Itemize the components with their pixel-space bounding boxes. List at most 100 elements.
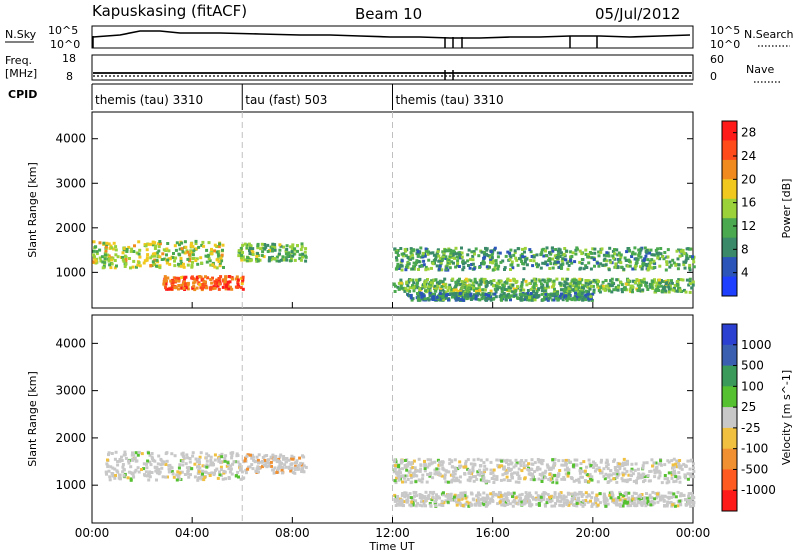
scatter-cell — [645, 264, 649, 267]
scatter-cell — [423, 297, 427, 301]
scatter-cell — [473, 463, 477, 466]
scatter-cell — [586, 279, 589, 283]
scatter-cell — [433, 472, 437, 476]
scatter-cell — [673, 469, 676, 473]
scatter-cell — [636, 257, 640, 261]
scatter-cell — [122, 473, 126, 477]
scatter-cell — [420, 292, 424, 296]
scatter-cell — [691, 494, 694, 497]
scatter-cell — [654, 284, 658, 288]
scatter-cell — [674, 495, 678, 499]
scatter-cell — [155, 471, 159, 475]
scatter-cell — [178, 243, 181, 247]
colorbar-frame — [721, 120, 738, 297]
scatter-cell — [559, 288, 563, 292]
scatter-cell — [397, 503, 401, 507]
scatter-cell — [213, 469, 217, 473]
scatter-cell — [462, 266, 466, 269]
scatter-cell — [182, 265, 186, 269]
scatter-cell — [432, 253, 436, 257]
scatter-cell — [273, 248, 277, 252]
scatter-cell — [544, 292, 548, 296]
scatter-cell — [564, 286, 568, 290]
scatter-cell — [201, 464, 205, 468]
scatter-cell — [595, 493, 599, 497]
scatter-cell — [446, 495, 450, 499]
scatter-cell — [570, 298, 574, 302]
scatter-cell — [476, 496, 480, 500]
scatter-cell — [592, 502, 596, 506]
scatter-cell — [544, 294, 548, 298]
scatter-cell — [548, 278, 552, 282]
scatter-cell — [673, 472, 677, 476]
scatter-cell — [125, 248, 129, 251]
scatter-cell — [130, 247, 134, 251]
scatter-cell — [659, 496, 662, 499]
scatter-cell — [662, 499, 666, 503]
scatter-cell — [501, 499, 505, 503]
scatter-cell — [229, 451, 233, 455]
scatter-cell — [619, 261, 623, 265]
scatter-cell — [271, 453, 275, 457]
scatter-cell — [480, 262, 483, 265]
scatter-cell — [569, 282, 573, 286]
scatter-cell — [525, 464, 529, 468]
scatter-cell — [278, 460, 282, 464]
scatter-cell — [154, 244, 158, 248]
scatter-cell — [582, 296, 586, 300]
scatter-cell — [674, 479, 678, 483]
scatter-cell — [411, 284, 414, 288]
scatter-cell — [575, 478, 578, 482]
scatter-cell — [169, 465, 173, 469]
scatter-cell — [414, 504, 418, 508]
scatter-cell — [145, 256, 149, 260]
scatter-cell — [244, 456, 248, 460]
scatter-cell — [479, 279, 483, 283]
scatter-cell — [645, 250, 649, 254]
scatter-cell — [651, 503, 655, 507]
scatter-cell — [590, 256, 594, 260]
scatter-cell — [505, 280, 509, 284]
scatter-cell — [438, 257, 442, 260]
cpid-segments: themis (tau) 3310 tau (fast) 503 themis (t… — [91, 84, 504, 110]
scatter-cell — [556, 249, 560, 253]
scatter-cell — [587, 279, 591, 283]
scatter-cell — [220, 455, 224, 459]
scatter-cell — [445, 264, 449, 268]
scatter-cell — [403, 289, 407, 293]
scatter-cell — [216, 284, 220, 288]
scatter-cell — [615, 248, 619, 252]
scatter-cell — [114, 450, 118, 454]
scatter-cell — [666, 477, 670, 481]
scatter-cell — [223, 459, 227, 463]
scatter-cell — [157, 245, 161, 249]
scatter-cell — [443, 475, 447, 479]
scatter-cell — [264, 461, 268, 465]
scatter-cell — [157, 242, 160, 246]
scatter-cell — [570, 261, 574, 265]
scatter-cell — [529, 494, 533, 498]
scatter-cell — [118, 477, 122, 481]
scatter-cell — [526, 289, 530, 292]
scatter-cell — [626, 500, 629, 504]
scatter-cell — [444, 296, 448, 300]
scatter-cell — [441, 288, 445, 292]
scatter-cell — [442, 297, 446, 301]
scatter-cell — [411, 278, 415, 282]
scatter-cell — [525, 493, 529, 497]
scatter-cell — [158, 470, 162, 474]
scatter-cell — [512, 253, 516, 257]
scatter-cell — [492, 259, 495, 263]
scatter-cell — [224, 277, 228, 281]
scatter-cell — [438, 264, 442, 268]
scatter-cell — [427, 298, 431, 302]
scatter-cell — [667, 282, 671, 286]
scatter-cell — [181, 282, 185, 286]
scatter-cell — [480, 277, 484, 281]
scatter-cell — [438, 288, 442, 292]
scatter-cell — [503, 268, 506, 271]
scatter-cell — [606, 481, 610, 484]
scatter-cell — [491, 494, 495, 498]
scatter-cell — [191, 451, 195, 455]
scatter-cell — [477, 283, 481, 287]
